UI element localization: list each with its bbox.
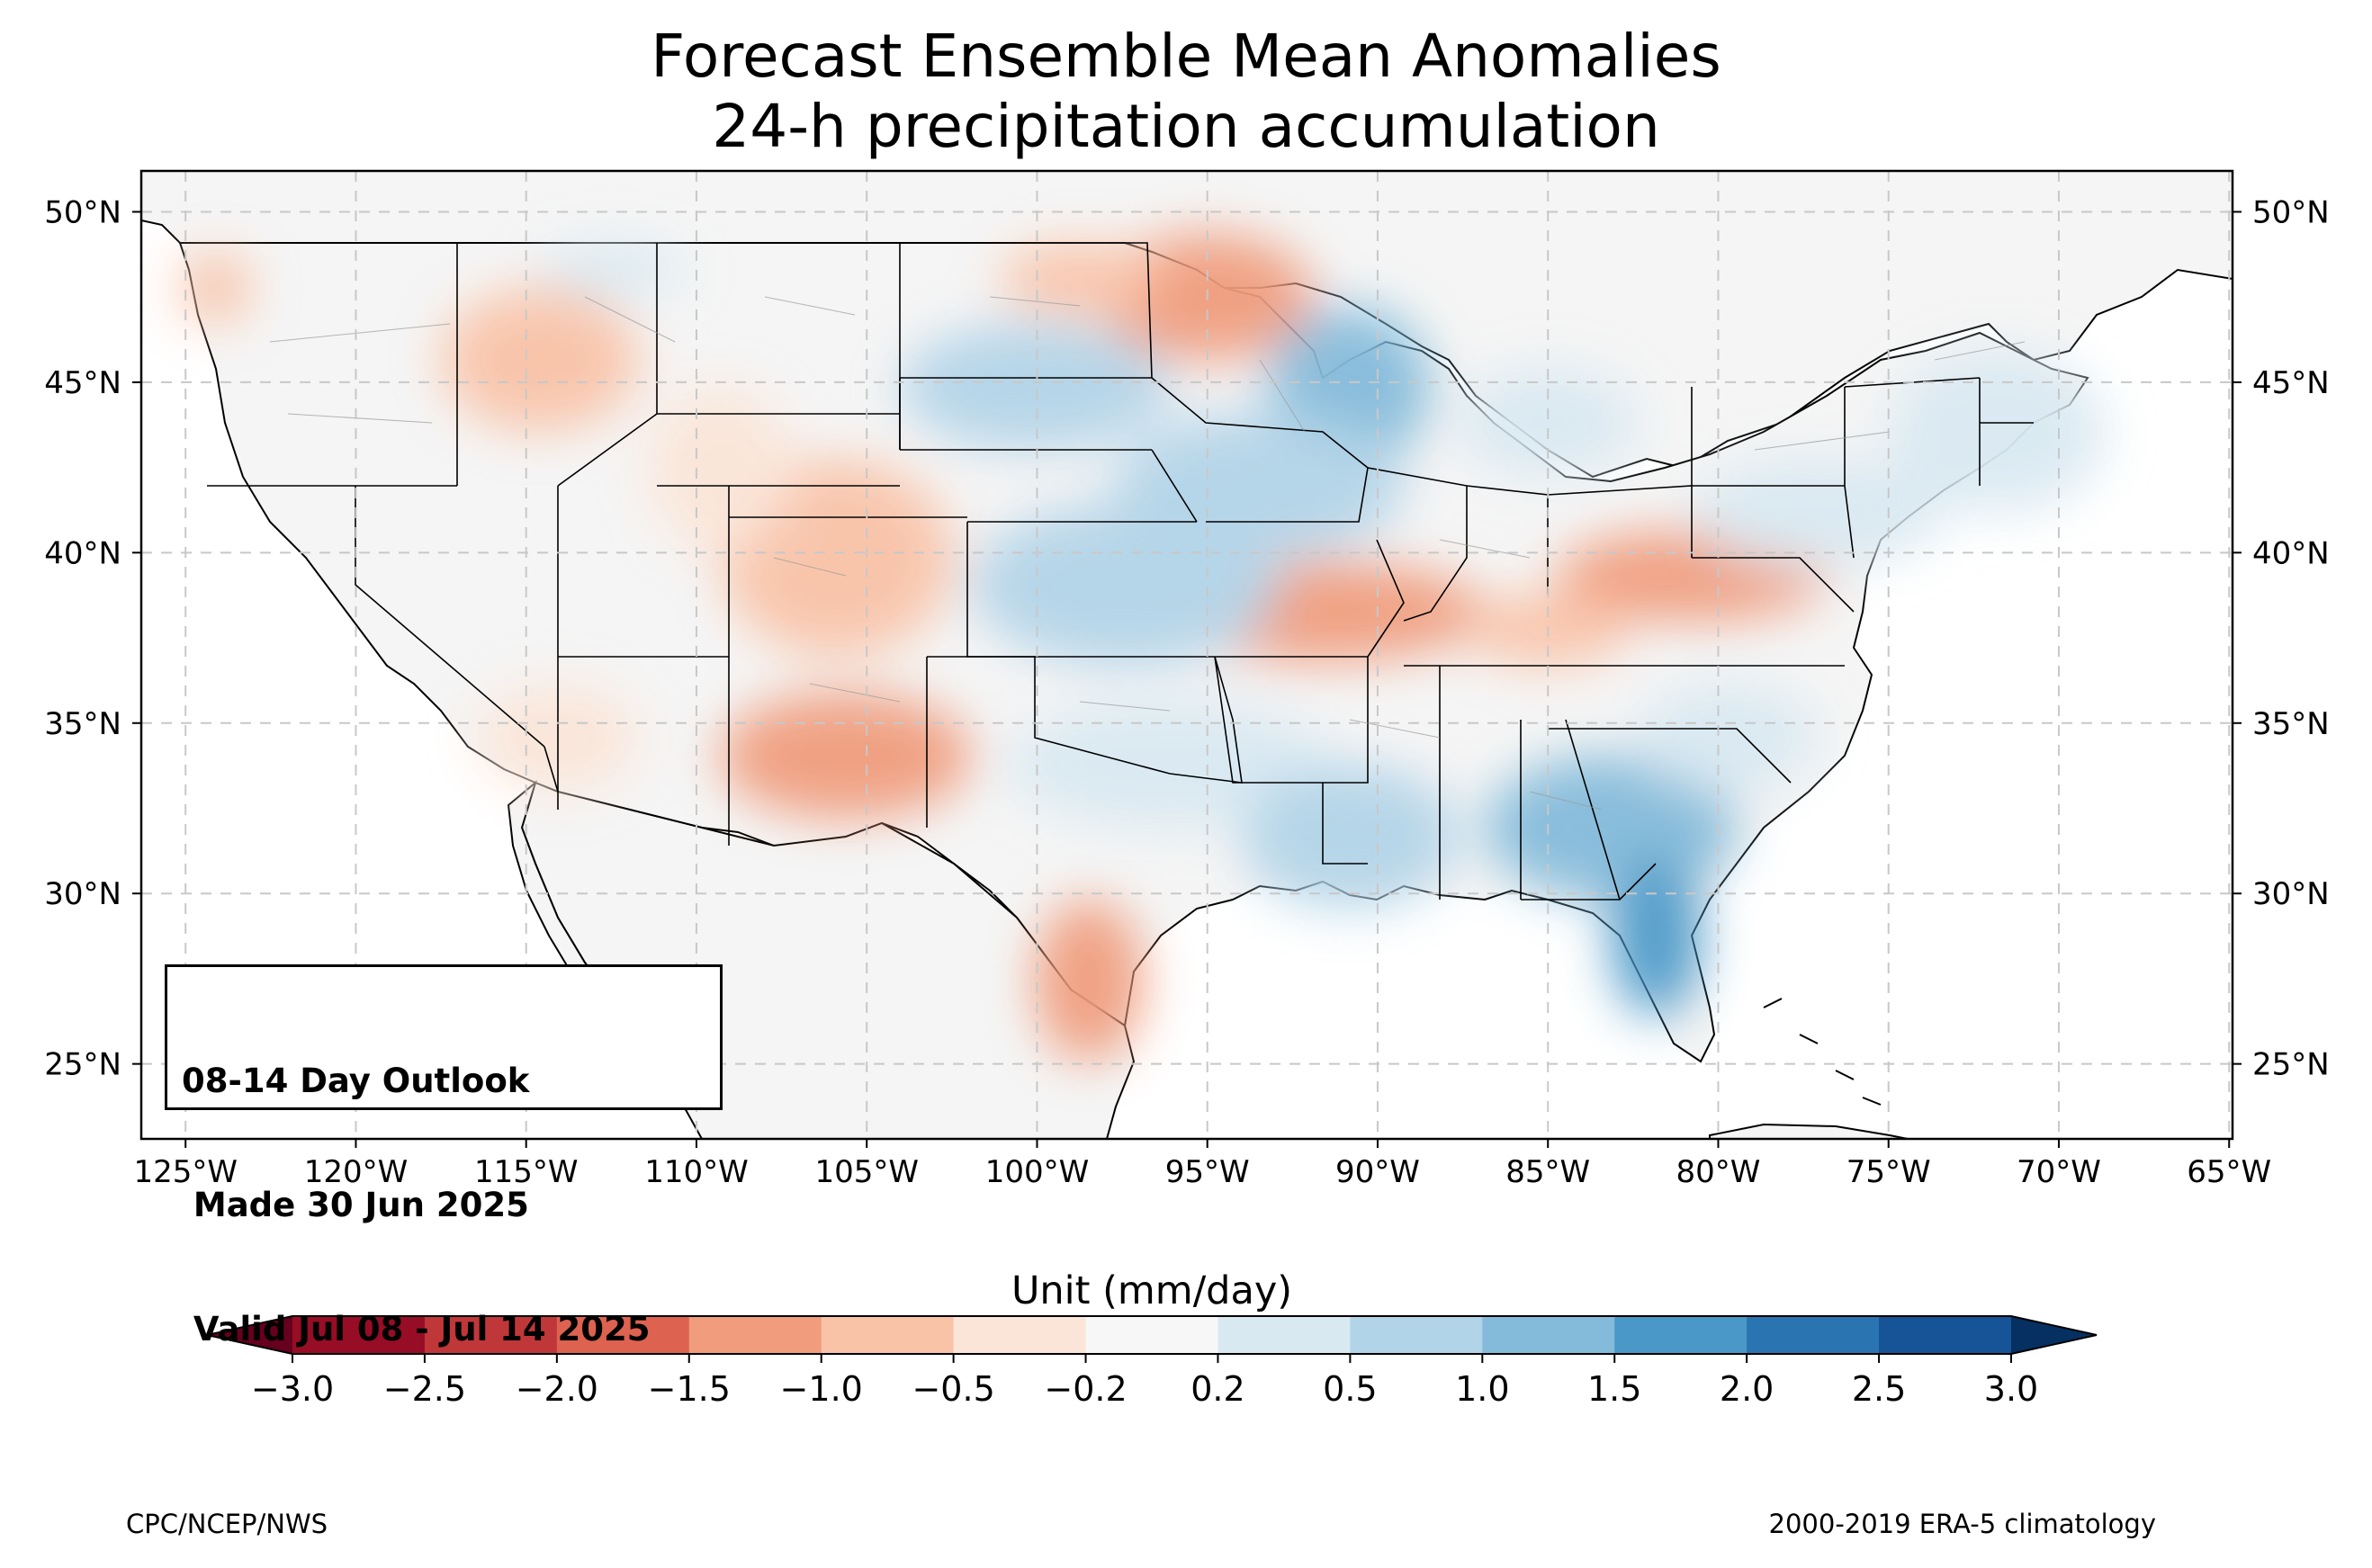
anomaly-dry-idaho — [441, 288, 639, 432]
lon-tick-label: 120°W — [304, 1154, 409, 1190]
anomaly-wet-sd — [900, 324, 1170, 450]
colorbar-tick-label: −2.0 — [516, 1369, 598, 1409]
colorbar-tick-label: 2.0 — [1720, 1369, 1774, 1409]
lon-tick-label: 105°W — [814, 1154, 919, 1190]
lon-tick-label: 75°W — [1846, 1154, 1931, 1190]
lat-tick-label-right: 45°N — [2252, 365, 2330, 401]
lon-tick-label: 90°W — [1335, 1154, 1420, 1190]
colorbar-bin — [1085, 1316, 1218, 1354]
lon-tick-label: 125°W — [133, 1154, 238, 1190]
outlook-period: 08-14 Day Outlook — [182, 1062, 530, 1100]
bahamas-land — [1763, 998, 1882, 1106]
colorbar-bin — [1614, 1316, 1748, 1354]
anomaly-wet-kansas — [972, 504, 1278, 666]
colorbar-bin — [1350, 1316, 1483, 1354]
colorbar-bin — [556, 1316, 690, 1354]
colorbar-unit-label: Unit (mm/day) — [1011, 1268, 1293, 1313]
anomaly-wet-new-england — [1890, 351, 2106, 513]
lon-tick-label: 100°W — [985, 1154, 1090, 1190]
colorbar-bin — [1217, 1316, 1351, 1354]
anomaly-dry-newmexico — [720, 693, 972, 819]
colorbar-tick-label: −0.2 — [1044, 1369, 1127, 1409]
colorbar-bin — [292, 1316, 426, 1354]
lat-tick-label-right: 25°N — [2252, 1047, 2330, 1083]
anomaly-wet-carolinas — [1638, 684, 1818, 792]
colorbar-tick-label: −1.0 — [780, 1369, 863, 1409]
lat-tick-label-right: 30°N — [2252, 876, 2330, 912]
colorbar-tick-label: 1.5 — [1587, 1369, 1641, 1409]
colorbar-tick-label: −3.0 — [251, 1369, 334, 1409]
title-line-2: 24-h precipitation accumulation — [712, 92, 1660, 161]
lon-tick-label: 95°W — [1165, 1154, 1250, 1190]
lat-tick-label-right: 50°N — [2252, 194, 2330, 230]
outlook-valid-range: Valid Jul 08 - Jul 14 2025 — [182, 1310, 651, 1348]
anomaly-layer — [180, 234, 2106, 1062]
outlook-made-date: Made 30 Jun 2025 — [182, 1186, 529, 1224]
anomaly-wet-oklahoma — [1008, 702, 1332, 828]
lat-tick-label-left: 50°N — [44, 194, 121, 230]
anomaly-wet-michigan — [1458, 369, 1638, 477]
colorbar-over-arrow — [2011, 1316, 2097, 1354]
lat-tick-label-left: 40°N — [44, 535, 121, 571]
colorbar-tick-label: 0.5 — [1323, 1369, 1377, 1409]
gridlines — [141, 171, 2233, 1139]
anomaly-wet-pennsylvania — [1692, 459, 1944, 567]
lon-axis: 125°W 120°W 115°W 110°W 105°W 100°W 95°W 90°W 85… — [133, 1139, 2271, 1190]
colorbar-tick-label: 1.0 — [1455, 1369, 1509, 1409]
lat-tick-label-left: 30°N — [44, 876, 121, 912]
anomaly-dry-wa — [180, 252, 252, 324]
colorbar: −3.0 −2.5 −2.0 −1.5 −1.0 −0.5 −0.2 0.2 0.5 1.0 1.5… — [206, 1315, 2098, 1409]
lon-tick-label: 110°W — [644, 1154, 749, 1190]
lon-tick-label: 65°W — [2187, 1154, 2271, 1190]
lon-tick-label: 80°W — [1676, 1154, 1761, 1190]
lat-axis: 25°N 25°N 30°N 30°N 35°N 35°N 40°N 40°N 45°N 45°N… — [44, 194, 2329, 1082]
anomaly-wet-montana — [540, 243, 684, 297]
lat-tick-label-right: 35°N — [2252, 706, 2330, 742]
colorbar-bin — [1482, 1316, 1615, 1354]
colorbar-tick-label: 3.0 — [1984, 1369, 2038, 1409]
colorbar-bin — [688, 1316, 822, 1354]
map-frame — [139, 169, 2234, 1141]
anomaly-dry-north-dakota — [999, 243, 1161, 315]
title-line-1: Forecast Ensemble Mean Anomalies — [651, 22, 1721, 91]
colorbar-tick-label: 0.2 — [1190, 1369, 1244, 1409]
colorbar-bin — [953, 1316, 1087, 1354]
colorbar-under-arrow — [207, 1316, 292, 1354]
colorbar-tick-label: −0.5 — [912, 1369, 994, 1409]
colorbar-bin — [424, 1316, 558, 1354]
colorbar-tick-label: −2.5 — [383, 1369, 466, 1409]
footer-credit: CPC/NCEP/NWS — [126, 1509, 328, 1539]
lat-tick-label-left: 25°N — [44, 1047, 121, 1083]
cuba-land — [1709, 1123, 1909, 1139]
anomaly-wet-florida — [1611, 855, 1701, 1017]
anomaly-dry-wyoming — [648, 387, 792, 549]
anomaly-wet-louisiana — [1242, 765, 1458, 909]
footer-climatology: 2000-2019 ERA-5 climatology — [1768, 1509, 2156, 1539]
lat-tick-label-left: 45°N — [44, 365, 121, 401]
lat-tick-label-left: 35°N — [44, 706, 121, 742]
colorbar-tick-label: −1.5 — [648, 1369, 731, 1409]
lon-tick-label: 85°W — [1505, 1154, 1590, 1190]
colorbar-bin — [1747, 1316, 1880, 1354]
lon-tick-label: 115°W — [474, 1154, 579, 1190]
colorbar-tick-label: 2.5 — [1852, 1369, 1906, 1409]
colorbar-bin — [1879, 1316, 2012, 1354]
outlook-box: 08-14 Day Outlook Made 30 Jun 2025 Valid… — [165, 964, 723, 1348]
anomaly-dry-south-texas — [1035, 900, 1143, 1062]
lon-tick-label: 70°W — [2017, 1154, 2101, 1190]
lat-tick-label-right: 40°N — [2252, 535, 2330, 571]
colorbar-bin — [821, 1316, 955, 1354]
county-lines — [269, 296, 2026, 811]
